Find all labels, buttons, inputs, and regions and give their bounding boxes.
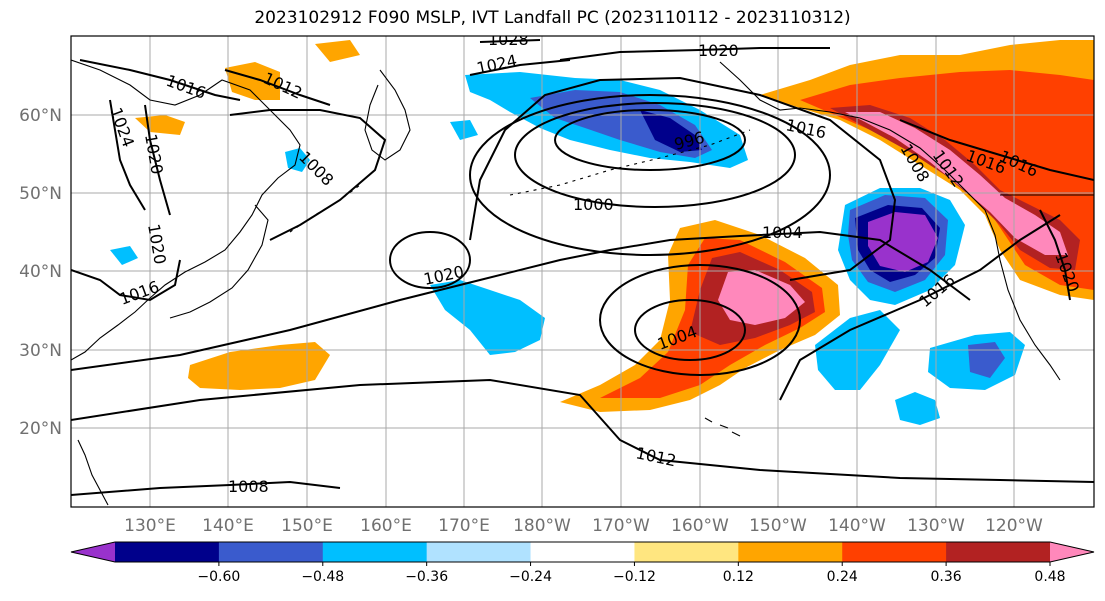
isobar-1012 [71,378,1094,483]
longitude-label: 150°W [749,516,807,536]
ivt-positive-area-coast-core [845,112,1068,255]
ivt-positive-area-kamchatka-north [315,40,360,62]
colorbar-swatch [842,542,947,562]
longitude-label: 170°E [438,516,490,536]
coastline-asia [71,59,301,361]
isobar-label: 1020 [698,41,739,60]
ivt-negative-area-small [895,392,940,425]
colorbar-swatch [738,542,843,562]
latitude-label: 30°N [19,341,62,361]
latitude-label: 50°N [19,184,62,204]
colorbar-swatch [946,542,1051,562]
coastline-hawaii [704,417,741,437]
colorbar-extension-max [1050,542,1094,562]
coastline-alaska [719,61,1061,381]
latitude-label: 20°N [19,419,62,439]
ivt-negative-area-gulf-core [868,212,938,272]
isobar-996 [554,109,746,171]
colorbar-swatch [634,542,739,562]
isobar-1024-west [109,99,146,211]
colorbar-outline [70,541,1095,563]
longitude-label: 150°E [281,516,333,536]
isobar-1004-north [469,94,831,256]
colorbar-swatch [322,542,428,562]
isobar-label: 1004 [762,223,803,242]
colorbar-swatch [426,542,532,562]
coastlines [71,59,1094,506]
longitude-label: 180°W [513,516,571,536]
isobar-1008-north [469,76,897,281]
longitude-label: 120°W [985,516,1043,536]
longitude-label: 140°W [828,516,886,536]
coastline-philippines [77,439,109,506]
isobar-1016-west [71,259,181,302]
coastline-kamchatka [364,69,411,161]
map-frame [70,35,1095,508]
ivt-negative-area-bering-max [640,110,702,152]
colorbar-tick-label: −0.12 [613,569,656,585]
colorbar-swatch [530,542,635,562]
isobar-1008-southwest [71,480,341,496]
ivt-positive-area-plume-core [718,270,805,325]
isobar-1016-east [779,214,1061,401]
isobar-1016-main [71,230,971,371]
isobar-1020-high [389,231,471,289]
graticule [71,36,1094,507]
longitude-label: 170°W [592,516,650,536]
map-panel: 1028 1024 1020 1016 1012 1016 1008 1008 … [70,30,1095,508]
colorbar-swatch [218,542,324,562]
colorbar-tick-label: −0.48 [301,569,344,585]
isobar-1004-south [634,299,746,361]
ivt-positive-area-okhotsk [225,62,280,100]
longitude-label: 160°W [671,516,729,536]
colorbar-tick-label: 0.24 [827,569,858,585]
isobar-label: 1028 [488,30,529,49]
coastline-japan [169,204,269,319]
isobar-1012-northwest [224,69,331,106]
longitude-label: 130°E [124,516,176,536]
colorbar-tick-label: −0.60 [197,569,240,585]
longitude-label: 140°E [202,516,254,536]
isobar-1008-south [599,264,801,376]
colorbar: −0.60 −0.48 −0.36 −0.24 −0.12 0.12 0.24 0.36 0.4… [70,541,1095,585]
latitude-axis: 60°N 50°N 40°N 30°N 20°N [19,106,62,439]
mslp-isobars [71,39,1094,496]
colorbar-tick-label: −0.24 [509,569,552,585]
isobar-1020-north [559,47,830,61]
longitude-label: 130°W [907,516,965,536]
longitude-axis: 130°E 140°E 150°E 160°E 170°E 180°W 170°… [124,516,1043,536]
ivt-negative-area-japan-sea [285,148,310,172]
isobar-1016-coast [899,119,1094,181]
latitude-label: 60°N [19,106,62,126]
isobar-1020-west [144,104,171,216]
longitude-label: 160°E [360,516,412,536]
latitude-label: 40°N [19,262,62,282]
isobar-label: 1000 [573,195,614,214]
colorbar-tick-label: −0.36 [405,569,448,585]
coastline-aleutians [509,129,751,196]
isobar-label: 1008 [228,477,269,496]
colorbar-tick-label: 0.48 [1034,569,1065,585]
isobar-1028-north [479,39,541,43]
isobar-1024-north [469,59,571,76]
isobar-1008-japan [229,109,387,241]
colorbar-tick-label: 0.36 [931,569,962,585]
isobar-1020-coast [1039,209,1071,301]
colorbar-swatch [115,542,220,562]
ivt-positive-area-north-small [1075,40,1094,60]
colorbar-extension-min [71,542,115,562]
ivt-negative-area-east-core [968,342,1005,378]
ivt-negative-area-central [430,280,545,355]
ivt-negative-area-west [110,246,138,265]
isobar-1016-northwest [79,59,241,101]
map-title: 2023102912 F090 MSLP, IVT Landfall PC (2… [254,8,851,28]
isobar-1000 [514,102,796,208]
colorbar-tick-label: 0.12 [723,569,754,585]
ivt-positive-area-west-pacific [188,342,330,390]
